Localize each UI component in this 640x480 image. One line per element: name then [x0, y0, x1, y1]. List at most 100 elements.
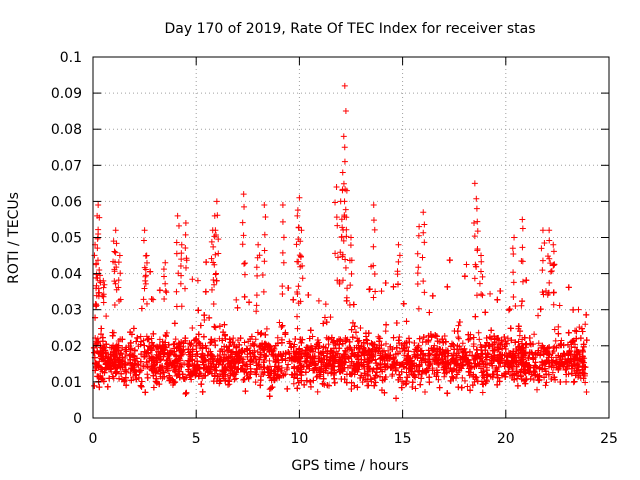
data-point-background — [531, 331, 538, 338]
data-point-background — [431, 342, 438, 349]
data-point-background — [487, 290, 494, 297]
data-point-background — [290, 296, 297, 303]
data-point-background — [455, 334, 462, 341]
data-point-background — [527, 375, 534, 382]
data-point-background — [389, 373, 396, 380]
data-point-background — [582, 379, 589, 386]
data-point-background — [257, 382, 264, 389]
data-point-background — [253, 308, 260, 315]
data-point-background — [189, 276, 196, 283]
data-point-background — [551, 326, 558, 333]
data-point-background — [493, 371, 500, 378]
data-point-background — [447, 364, 454, 371]
data-point-background — [103, 313, 110, 320]
data-point-background — [523, 277, 530, 284]
data-point-background — [121, 368, 128, 375]
data-point-background — [254, 348, 261, 355]
data-point-background — [233, 296, 240, 303]
data-point-background — [274, 334, 281, 341]
data-point-background — [435, 376, 442, 383]
data-point-background — [466, 372, 473, 379]
data-point-background — [464, 383, 471, 390]
data-point-background — [542, 382, 549, 389]
data-point-background — [137, 333, 144, 340]
data-point-background — [193, 348, 200, 355]
data-point-background — [475, 329, 482, 336]
data-point-background — [534, 386, 541, 393]
data-point-background — [455, 322, 462, 329]
data-point-background — [325, 341, 332, 348]
data-point-background — [252, 379, 259, 386]
data-point-background — [378, 288, 385, 295]
data-point-background — [241, 271, 248, 278]
data-point-background — [315, 297, 322, 304]
data-point-background — [189, 325, 196, 332]
data-point-background — [241, 339, 248, 346]
data-point-background — [471, 378, 478, 385]
data-point-background — [459, 374, 466, 381]
data-point-background — [459, 340, 466, 347]
data-point-background — [348, 386, 355, 393]
data-point-background — [276, 319, 283, 326]
data-point-background — [386, 355, 393, 362]
data-point-background — [549, 369, 556, 376]
data-point-background — [556, 302, 563, 309]
data-point-background — [476, 336, 483, 343]
data-point-background — [568, 343, 575, 350]
data-point-background — [552, 337, 559, 344]
data-point-background — [535, 340, 542, 347]
data-point-background — [455, 335, 462, 342]
data-point-background — [348, 326, 355, 333]
data-point-background — [128, 345, 135, 352]
data-point-background — [382, 328, 389, 335]
data-point-background — [562, 366, 569, 373]
data-point-background — [327, 314, 334, 321]
data-point-background — [470, 343, 477, 350]
data-point-background — [294, 375, 301, 382]
data-point-background — [412, 385, 419, 392]
data-point-background — [242, 388, 249, 395]
data-point-background — [150, 296, 157, 303]
data-point-background — [252, 336, 259, 343]
data-point-background — [372, 356, 379, 363]
data-point-background — [505, 307, 512, 314]
data-point-background — [535, 312, 542, 319]
data-point-background — [194, 277, 201, 284]
data-point-background — [570, 379, 577, 386]
data-point-background — [583, 389, 590, 396]
data-point-background — [515, 338, 522, 345]
data-point-background — [163, 357, 170, 364]
data-point-background — [418, 347, 425, 354]
data-point-background — [396, 334, 403, 341]
data-point-background — [557, 379, 564, 386]
data-point-background — [230, 335, 237, 342]
data-point-background — [266, 357, 273, 364]
data-point-background — [314, 388, 321, 395]
data-point-background — [543, 379, 550, 386]
data-point-background — [482, 309, 489, 316]
data-point-background — [575, 306, 582, 313]
data-point-background — [576, 324, 583, 331]
data-point-background — [547, 268, 554, 275]
data-point-background — [263, 325, 270, 332]
data-point-background — [382, 340, 389, 347]
data-point-background — [357, 324, 364, 331]
data-point-background — [533, 363, 540, 370]
data-points — [90, 82, 590, 402]
data-point-background — [555, 323, 562, 330]
data-point-background — [285, 361, 292, 368]
data-point-background — [504, 335, 511, 342]
data-point-background — [322, 301, 329, 308]
data-point-background — [370, 294, 377, 301]
data-point-background — [463, 261, 470, 268]
data-point-background — [254, 365, 261, 372]
data-point-background — [172, 336, 179, 343]
data-point-background — [290, 380, 297, 387]
data-point-background — [294, 325, 301, 332]
data-point-background — [426, 309, 433, 316]
data-point-background — [441, 373, 448, 380]
data-point-background — [156, 336, 163, 343]
data-point-background — [295, 283, 302, 290]
data-point-background — [479, 389, 486, 396]
